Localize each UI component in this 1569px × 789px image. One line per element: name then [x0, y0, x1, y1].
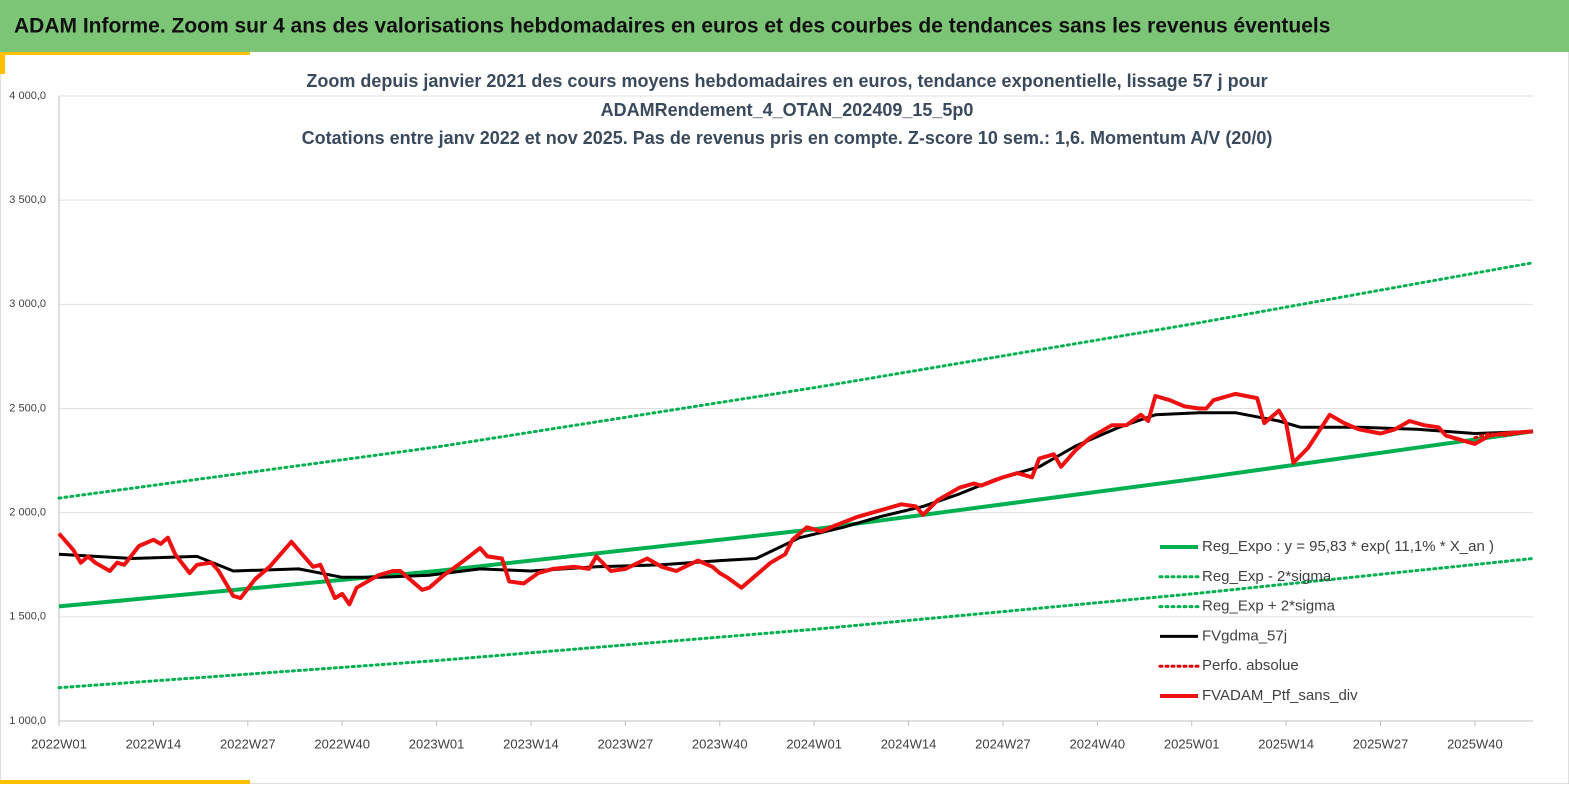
y-tick-label: 1 000,0 — [9, 715, 46, 727]
legend-label: FVgdma_57j — [1202, 627, 1287, 644]
legend-label: FVADAM_Ptf_sans_div — [1202, 687, 1358, 704]
chart-title: ADAMRendement_4_OTAN_202409_15_5p0 — [601, 100, 974, 120]
accent — [0, 52, 250, 55]
legend-label: Perfo. absolue — [1202, 657, 1299, 674]
series-line — [57, 261, 1535, 500]
x-tick-label: 2024W40 — [1070, 736, 1126, 751]
header-bar — [0, 0, 1569, 52]
legend-label: Reg_Exp + 2*sigma — [1202, 598, 1336, 615]
series-line — [57, 391, 1534, 607]
chart-title: Cotations entre janv 2022 et nov 2025. P… — [302, 128, 1273, 148]
x-tick-label: 2023W40 — [692, 736, 748, 751]
y-tick-label: 3 000,0 — [9, 298, 46, 310]
x-tick-label: 2024W14 — [881, 736, 937, 751]
series-line — [57, 557, 1535, 690]
x-tick-label: 2023W14 — [503, 736, 559, 751]
y-tick-label: 4 000,0 — [9, 90, 46, 102]
accent — [0, 780, 250, 784]
x-tick-label: 2025W27 — [1353, 736, 1409, 751]
x-tick-label: 2022W27 — [220, 736, 276, 751]
chart-title: Zoom depuis janvier 2021 des cours moyen… — [306, 71, 1267, 91]
y-tick-label: 1 500,0 — [9, 611, 46, 623]
x-tick-label: 2024W27 — [975, 736, 1031, 751]
legend-label: Reg_Exp - 2*sigma — [1202, 568, 1332, 585]
x-tick-label: 2022W01 — [31, 736, 87, 751]
y-tick-label: 2 500,0 — [9, 402, 46, 414]
x-tick-label: 2025W40 — [1447, 736, 1503, 751]
y-tick-label: 3 500,0 — [9, 194, 46, 206]
x-tick-label: 2025W14 — [1258, 736, 1314, 751]
x-tick-label: 2024W01 — [786, 736, 842, 751]
legend-label: Reg_Expo : y = 95,83 * exp( 11,1% * X_an… — [1202, 538, 1494, 555]
header-title: ADAM Informe. Zoom sur 4 ans des valoris… — [14, 15, 1330, 38]
x-tick-label: 2023W01 — [409, 736, 465, 751]
series-line — [58, 411, 1534, 579]
y-tick-label: 2 000,0 — [9, 507, 46, 519]
x-tick-label: 2023W27 — [598, 736, 654, 751]
accent — [0, 52, 5, 74]
x-tick-label: 2025W01 — [1164, 736, 1220, 751]
x-tick-label: 2022W14 — [126, 736, 182, 751]
x-tick-label: 2022W40 — [314, 736, 370, 751]
